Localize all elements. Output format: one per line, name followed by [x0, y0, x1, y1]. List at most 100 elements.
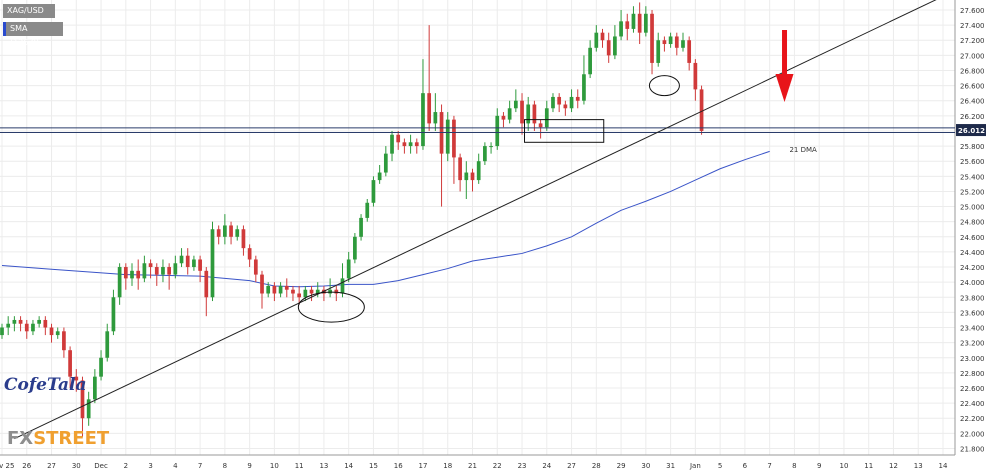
candle-body: [470, 172, 475, 181]
y-tick-label: 23.000: [960, 355, 985, 363]
candle-body: [625, 21, 630, 29]
candle-body: [613, 36, 617, 56]
y-tick-label: 22.600: [960, 385, 985, 393]
candle-body: [532, 104, 537, 124]
x-tick-label: 14: [939, 462, 948, 470]
grid-lines: [0, 0, 956, 456]
candle-body: [68, 350, 72, 377]
x-tick-label: 6: [743, 462, 748, 470]
candle-body: [414, 142, 419, 147]
candle-body: [167, 267, 172, 275]
candle-body: [427, 93, 432, 124]
y-tick-label: 22.200: [960, 415, 985, 423]
y-tick-label: 24.800: [960, 219, 985, 227]
candle-body: [334, 289, 339, 294]
candle-body: [383, 153, 388, 173]
x-tick-label: 12: [889, 462, 898, 470]
candle-body: [297, 293, 302, 298]
y-tick-label: 24.400: [960, 249, 985, 257]
candle-body: [569, 96, 574, 109]
candle-body: [130, 270, 134, 279]
sma-line: [1, 150, 770, 288]
dma-label: 21 DMA: [789, 146, 817, 154]
annotations: 21 DMA 26.012: [0, 0, 986, 440]
candle-body: [458, 157, 462, 181]
price-tag-bg: [956, 124, 986, 137]
sma-126-line: [1, 150, 770, 288]
y-tick-label: 25.600: [960, 158, 985, 166]
candle-body: [377, 172, 382, 181]
candle-body: [223, 225, 227, 237]
candle-body: [37, 319, 42, 324]
candle-body: [210, 229, 215, 298]
candle-body: [507, 108, 512, 120]
fxstreet-logo-street: STREET: [33, 428, 110, 449]
candle-body: [0, 327, 4, 336]
y-tick-label: 26.200: [960, 113, 985, 121]
candle-body: [86, 399, 91, 419]
y-tick-label: 23.200: [960, 340, 985, 348]
trendline-touch-ellipse: [297, 291, 365, 323]
candle-body: [6, 323, 11, 328]
candle-body: [291, 289, 295, 294]
x-tick-label: 8: [223, 462, 227, 470]
candle-body: [31, 323, 35, 332]
candle-body: [198, 259, 202, 271]
candle-body: [483, 146, 487, 162]
candle-body: [408, 142, 413, 147]
candle-body: [371, 180, 376, 203]
x-tick-label: Dec: [94, 462, 108, 470]
y-tick-label: 27.400: [960, 22, 985, 30]
candle-body: [55, 331, 60, 336]
fxstreet-logo: FXSTREET: [7, 428, 109, 449]
x-tick-label: 9: [247, 462, 251, 470]
candle-body: [43, 319, 48, 328]
y-tick-label: 22.400: [960, 400, 985, 408]
candle-body: [668, 36, 673, 45]
y-tick-label: 23.800: [960, 294, 985, 302]
x-tick-label: 7: [767, 462, 771, 470]
x-tick-label: Nov 25: [0, 462, 14, 470]
x-tick-label: 17: [419, 462, 428, 470]
x-tick-label: 8: [792, 462, 796, 470]
candle-body: [544, 108, 549, 128]
x-tick-label: 27: [567, 462, 576, 470]
candle-body: [575, 96, 580, 101]
x-tick-label: 31: [666, 462, 675, 470]
candle-body: [464, 172, 469, 181]
x-tick-label: Jan: [689, 462, 701, 470]
y-tick-label: 26.600: [960, 83, 985, 91]
candle-body: [631, 13, 636, 29]
price-tag: 26.012: [958, 127, 985, 135]
candle-body: [674, 36, 679, 48]
candle-body: [309, 289, 314, 294]
candle-body: [421, 93, 425, 147]
candle-body: [173, 263, 178, 275]
y-axis-labels: 27.600 27.400 27.200 27.000 26.800 26.600 26.4…: [960, 7, 985, 453]
y-tick-label: 25.000: [960, 204, 985, 212]
sma-legend[interactable]: SMA (126,0): [3, 22, 63, 47]
candle-body: [241, 229, 246, 249]
candle-body: [501, 115, 506, 120]
candle-body: [365, 202, 370, 218]
candle-body: [315, 289, 320, 294]
bearish-arrow-head: [775, 74, 794, 102]
x-tick-label: 2: [124, 462, 128, 470]
candle-body: [185, 255, 190, 268]
candlestick-series: [0, 2, 704, 438]
y-tick-label: 23.400: [960, 325, 985, 333]
candle-body: [161, 267, 165, 275]
candle-body: [619, 21, 623, 37]
x-tick-label: 3: [148, 462, 152, 470]
x-tick-label: 27: [47, 462, 56, 470]
x-tick-label: 24: [542, 462, 551, 470]
candle-body: [18, 319, 23, 324]
y-tick-label: 21.800: [960, 445, 985, 453]
candle-body: [495, 115, 500, 147]
ascending-trendline: [14, 0, 937, 440]
candle-body: [105, 331, 110, 358]
candle-body: [253, 259, 258, 275]
candle-body: [656, 40, 661, 63]
symbol-legend[interactable]: XAG/USD: [3, 4, 55, 18]
